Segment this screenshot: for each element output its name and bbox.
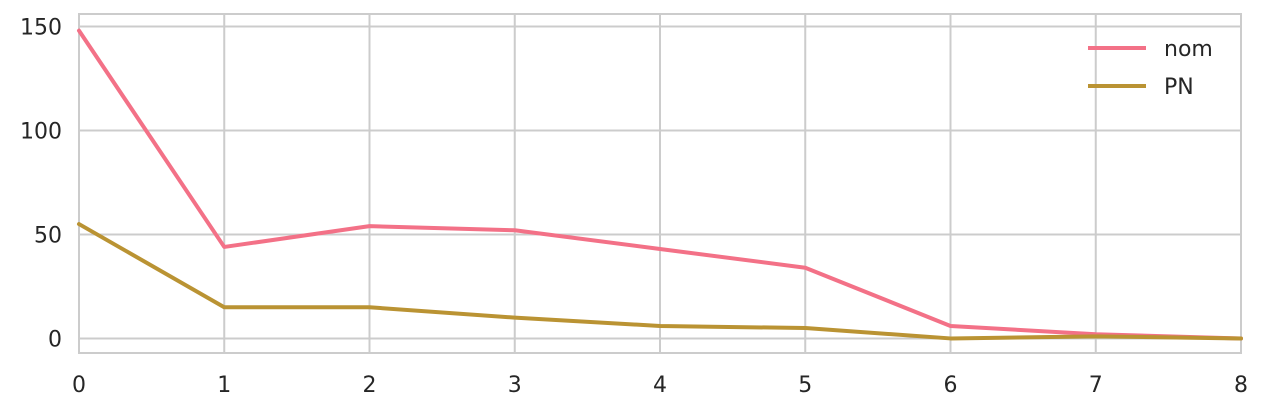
x-tick-label: 1	[217, 373, 231, 398]
y-axis-tick-labels: 0 50 100 150	[20, 15, 62, 352]
y-tick-label: 100	[20, 119, 62, 144]
x-tick-label: 0	[72, 373, 86, 398]
series-line-nom	[77, 28, 1243, 341]
x-axis-tick-labels: 0 1 2 3 4 5 6 7 8	[72, 373, 1248, 398]
legend: nom PN	[1088, 37, 1213, 100]
y-tick-label: 0	[48, 327, 62, 352]
x-tick-label: 4	[653, 373, 667, 398]
x-tick-label: 6	[944, 373, 958, 398]
plot-area-frame	[78, 13, 1242, 354]
x-tick-label: 5	[798, 373, 812, 398]
x-tick-label: 3	[508, 373, 522, 398]
series-line-pn	[77, 222, 1243, 341]
grid-lines	[78, 14, 1242, 353]
y-tick-label: 50	[34, 223, 62, 248]
y-tick-label: 150	[20, 15, 62, 40]
legend-label-pn: PN	[1164, 75, 1194, 100]
x-tick-label: 7	[1089, 373, 1103, 398]
legend-label-nom: nom	[1164, 37, 1213, 62]
x-tick-label: 8	[1234, 373, 1248, 398]
series-lines	[77, 28, 1243, 341]
x-tick-label: 2	[363, 373, 377, 398]
